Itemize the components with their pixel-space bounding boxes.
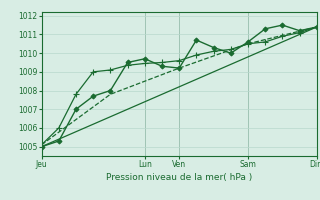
X-axis label: Pression niveau de la mer( hPa ): Pression niveau de la mer( hPa ) — [106, 173, 252, 182]
